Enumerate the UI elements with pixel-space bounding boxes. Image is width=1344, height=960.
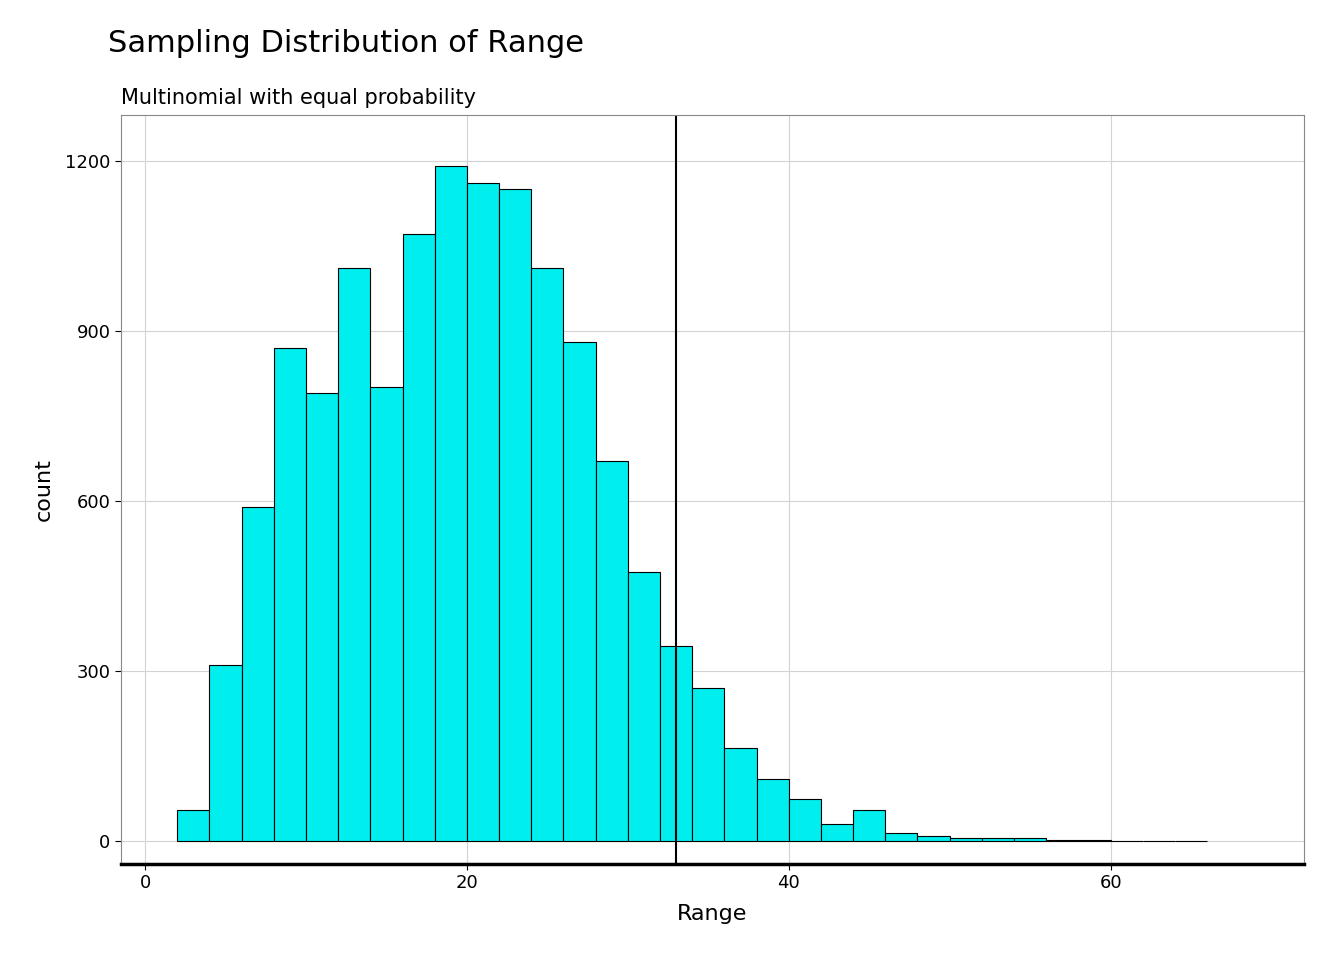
Bar	[628, 572, 660, 841]
Bar	[434, 166, 466, 841]
X-axis label: Range: Range	[677, 903, 747, 924]
Bar	[403, 234, 434, 841]
Bar	[821, 825, 853, 841]
Bar	[660, 646, 692, 841]
Bar	[595, 461, 628, 841]
Bar	[306, 394, 339, 841]
Bar	[757, 779, 789, 841]
Bar	[724, 748, 757, 841]
Bar	[466, 183, 499, 841]
Bar	[563, 342, 595, 841]
Bar	[210, 665, 242, 841]
Bar	[371, 388, 403, 841]
Text: Sampling Distribution of Range: Sampling Distribution of Range	[108, 29, 583, 58]
Bar	[499, 189, 531, 841]
Text: Multinomial with equal probability: Multinomial with equal probability	[121, 88, 476, 108]
Bar	[886, 833, 918, 841]
Bar	[789, 799, 821, 841]
Bar	[853, 810, 886, 841]
Bar	[1013, 838, 1046, 841]
Bar	[531, 269, 563, 841]
Y-axis label: count: count	[34, 458, 54, 521]
Bar	[274, 348, 306, 841]
Bar	[692, 688, 724, 841]
Bar	[1046, 840, 1078, 841]
Bar	[177, 810, 210, 841]
Bar	[918, 835, 950, 841]
Bar	[1078, 840, 1110, 841]
Bar	[982, 838, 1013, 841]
Bar	[242, 507, 274, 841]
Bar	[950, 838, 982, 841]
Bar	[339, 269, 371, 841]
